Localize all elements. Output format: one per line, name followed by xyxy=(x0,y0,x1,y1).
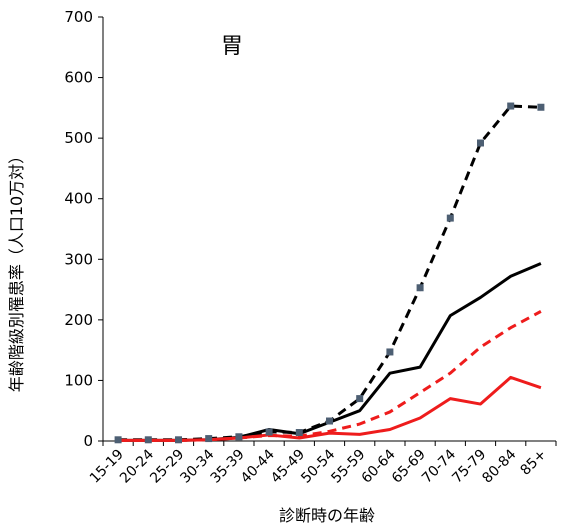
x-tick-label: 15-19 xyxy=(87,447,127,487)
series-1-point xyxy=(235,433,243,441)
series-line-4 xyxy=(118,375,542,442)
y-tick-label: 500 xyxy=(64,129,93,147)
x-tick-label: 45-49 xyxy=(268,447,308,487)
x-tick-label: 75-79 xyxy=(449,447,489,487)
series-layer xyxy=(114,102,545,444)
series-1-point xyxy=(144,436,152,444)
series-1-point xyxy=(356,395,364,403)
series-1-point xyxy=(295,429,303,437)
series-line-2 xyxy=(118,262,542,442)
y-tick-label: 300 xyxy=(64,250,93,268)
y-tick-label: 700 xyxy=(64,8,93,26)
series-1-point xyxy=(477,139,484,147)
y-tick-label: 400 xyxy=(64,190,93,208)
series-1-point xyxy=(537,103,545,111)
series-1-point xyxy=(446,214,454,222)
axes: 010020030040050060070015-1920-2425-2930-… xyxy=(64,8,557,487)
series-1-point xyxy=(386,348,394,356)
series-1-point xyxy=(265,428,273,436)
y-tick-label: 200 xyxy=(64,311,93,329)
x-tick-label: 65-69 xyxy=(389,447,429,487)
x-tick-label: 80-84 xyxy=(479,446,519,486)
series-1-point xyxy=(175,436,182,444)
y-tick-label: 100 xyxy=(64,371,93,389)
x-tick-label: 25-29 xyxy=(147,447,187,487)
series-1-point xyxy=(114,436,122,444)
x-axis-title: 診断時の年齢 xyxy=(279,506,375,525)
x-tick-label: 35-39 xyxy=(208,447,248,487)
series-1-point xyxy=(326,417,333,425)
chart-title: 胃 xyxy=(221,34,243,59)
x-tick-label: 85+ xyxy=(518,447,550,479)
series-1-point xyxy=(416,284,424,292)
x-tick-label: 55-59 xyxy=(328,447,368,487)
series-1-point xyxy=(507,102,515,110)
series-line-1 xyxy=(118,104,541,442)
y-axis-title: 年齢階級別罹患率（人口10万対） xyxy=(7,148,26,392)
series-1-point xyxy=(205,435,213,443)
series-line-3 xyxy=(118,310,542,442)
y-tick-label: 0 xyxy=(83,432,93,450)
y-tick-label: 600 xyxy=(64,69,93,87)
